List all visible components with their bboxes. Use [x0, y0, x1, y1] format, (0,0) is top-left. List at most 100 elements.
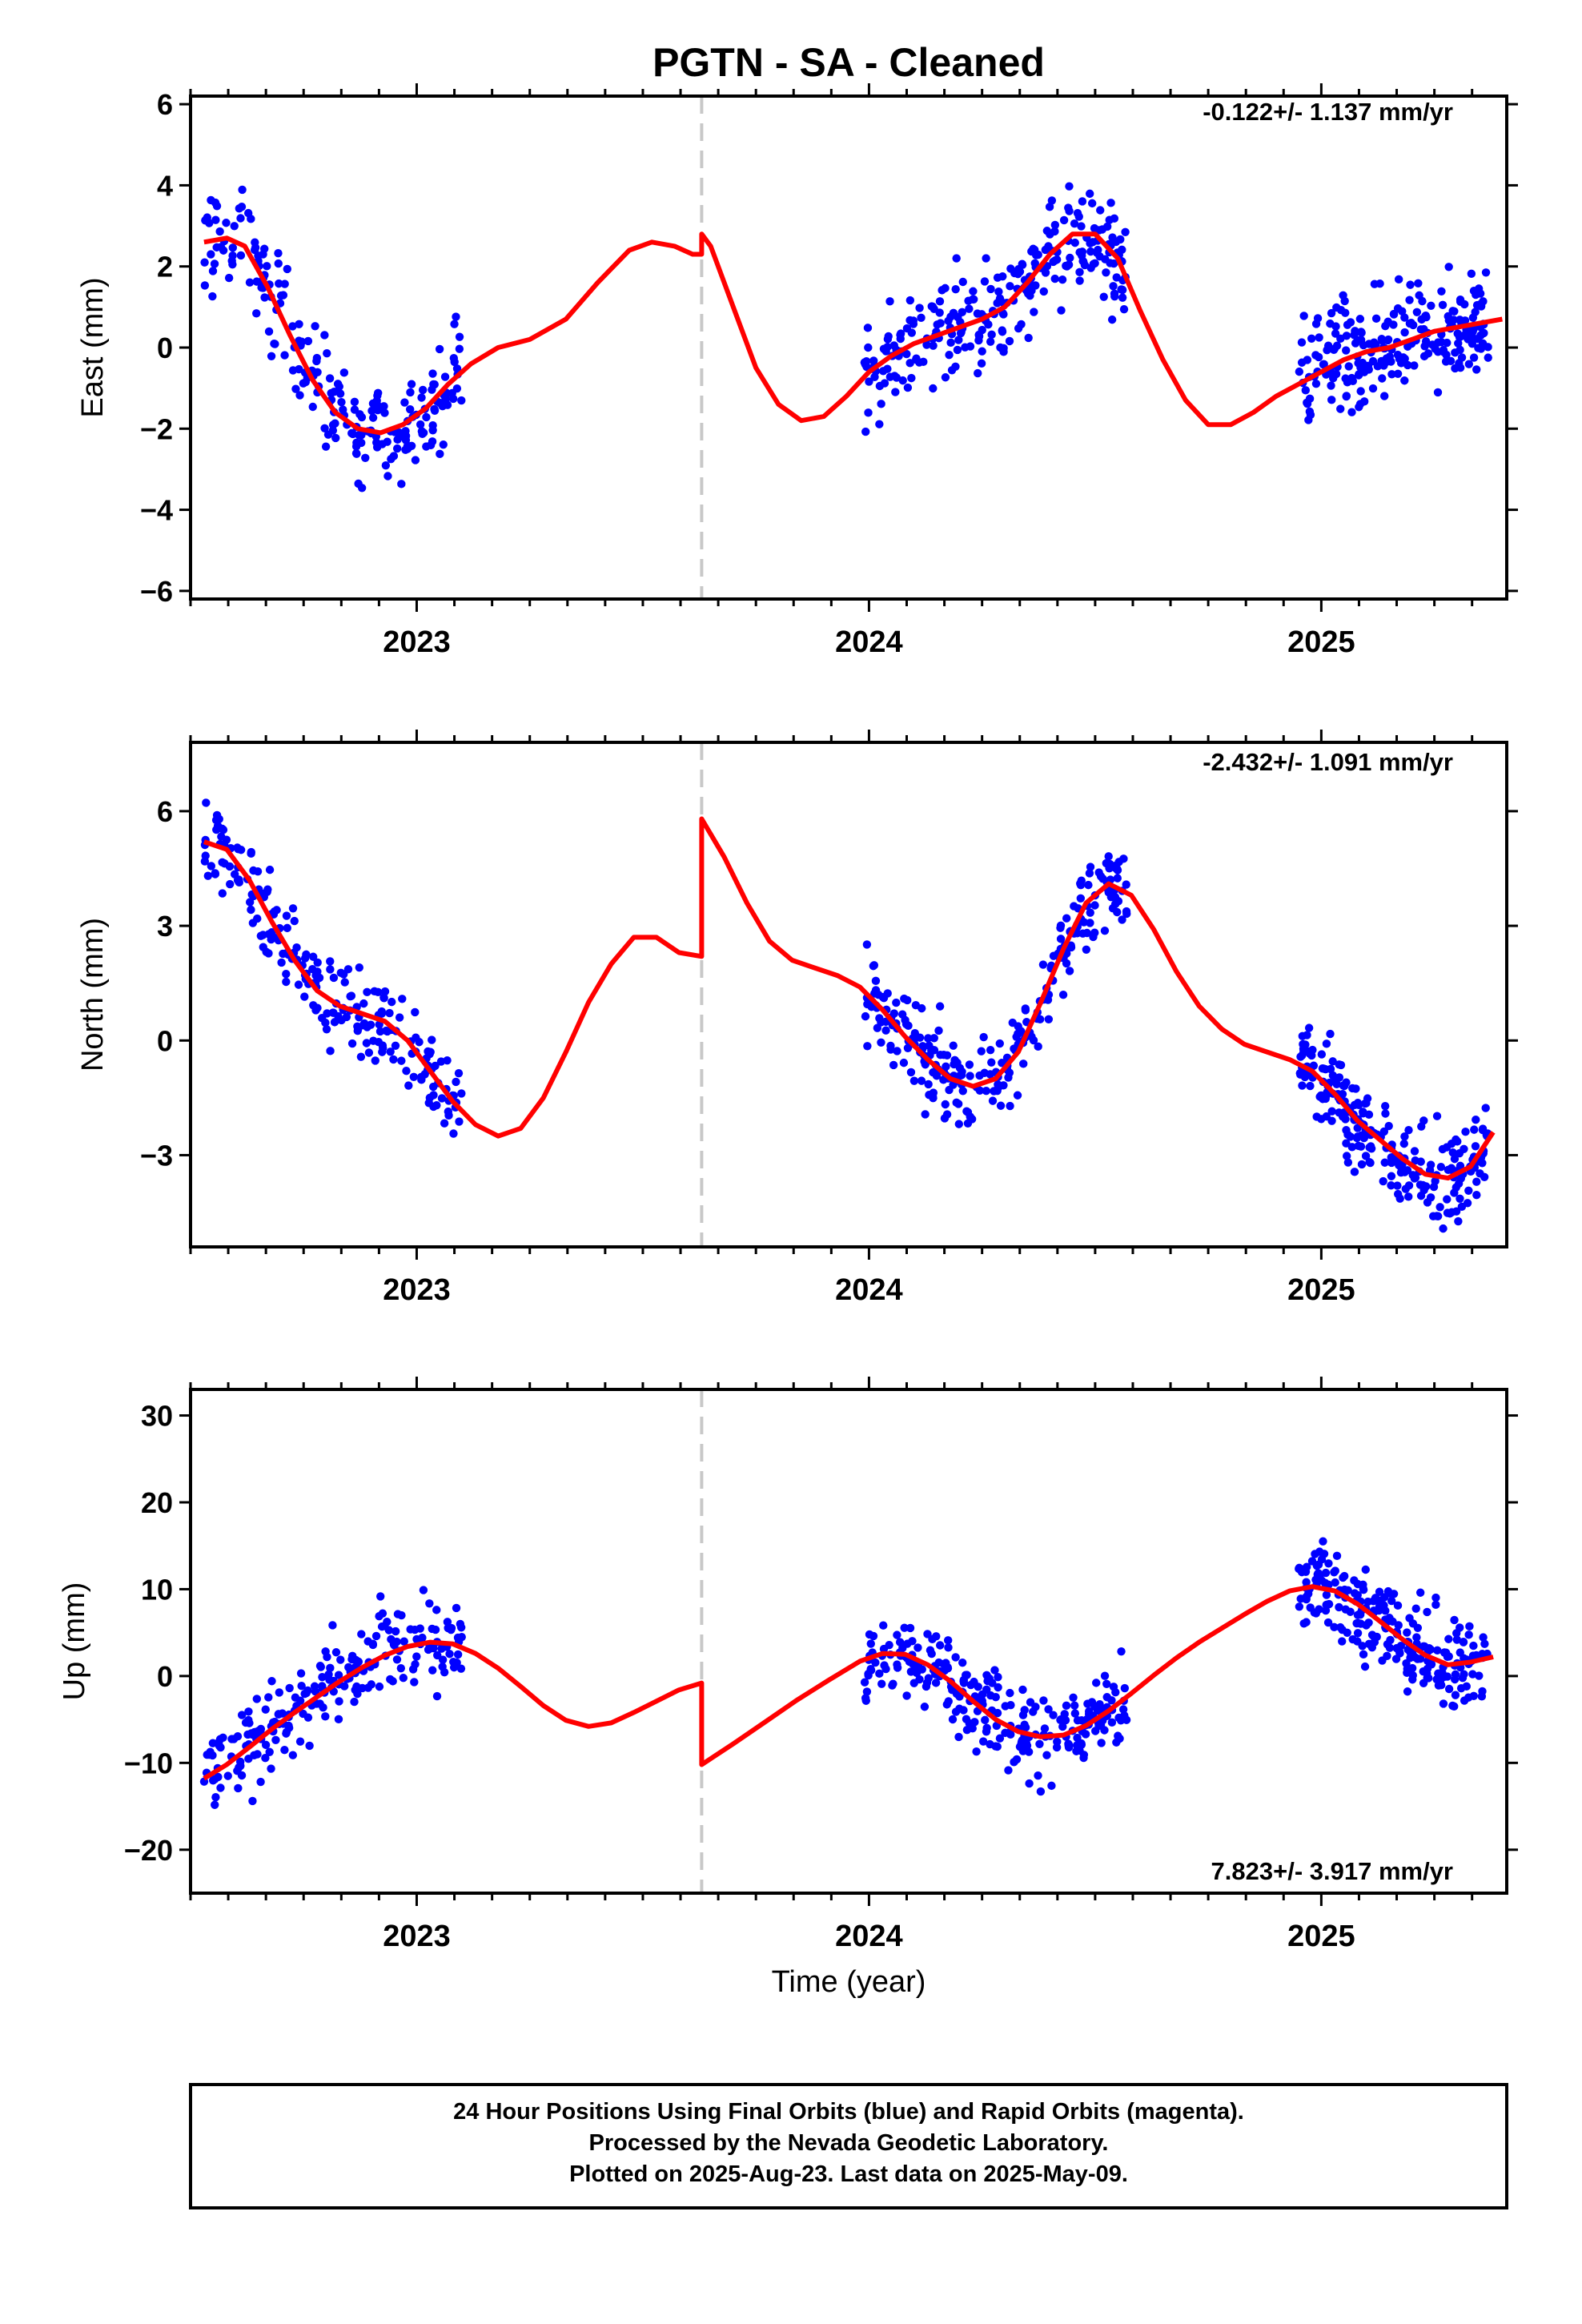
up-data-point	[1475, 1671, 1484, 1680]
east-data-point	[351, 448, 361, 458]
north-data-point	[437, 1094, 447, 1103]
east-data-point	[1327, 381, 1335, 390]
north-data-point	[1298, 1031, 1307, 1041]
east-data-point	[1464, 335, 1472, 344]
east-data-point	[954, 336, 963, 344]
east-data-point	[898, 376, 907, 385]
north-data-point	[925, 1090, 934, 1100]
east-data-point	[965, 304, 974, 313]
north-data-point	[1318, 1063, 1327, 1073]
up-data-point	[909, 1679, 918, 1687]
north-data-point	[1433, 1212, 1443, 1220]
east-data-point	[245, 278, 255, 287]
up-data-point	[1437, 1681, 1446, 1690]
up-axes-frame	[189, 1388, 1508, 1895]
east-data-point	[884, 332, 893, 341]
east-data-point	[1327, 396, 1336, 404]
up-data-point	[1335, 1602, 1343, 1612]
east-data-point	[416, 420, 425, 429]
east-data-point	[1070, 238, 1079, 247]
east-data-point	[428, 369, 437, 378]
east-data-point	[1398, 307, 1407, 316]
up-data-point	[862, 1687, 872, 1696]
up-data-point	[1302, 1618, 1311, 1626]
up-data-point	[375, 1592, 385, 1601]
east-data-point	[1118, 293, 1127, 302]
east-data-point	[1378, 374, 1387, 383]
east-ytick-label: −2	[140, 412, 173, 445]
north-data-point	[1470, 1125, 1479, 1134]
up-data-point	[331, 1648, 341, 1657]
up-data-point	[456, 1623, 466, 1632]
up-data-point	[1393, 1601, 1403, 1610]
east-data-point	[1078, 247, 1087, 256]
east-data-point	[1469, 324, 1478, 334]
north-data-point	[1387, 1172, 1396, 1180]
up-data-point	[1323, 1618, 1333, 1627]
east-data-point	[219, 246, 228, 255]
up-data-point	[893, 1660, 901, 1669]
east-data-point	[1469, 353, 1479, 362]
east-data-point	[1098, 225, 1107, 234]
north-data-point	[363, 987, 371, 997]
north-data-point	[1442, 1143, 1452, 1152]
up-data-point	[1024, 1747, 1034, 1756]
up-data-point	[871, 1658, 880, 1667]
north-data-point	[927, 1046, 936, 1055]
east-data-point	[946, 338, 955, 348]
north-data-point	[1327, 1116, 1336, 1125]
east-data-point	[280, 351, 289, 360]
east-data-point	[429, 380, 438, 389]
up-data-point	[392, 1655, 402, 1664]
up-data-point	[1084, 1710, 1094, 1719]
up-data-point	[1452, 1635, 1462, 1644]
up-data-point	[428, 1666, 437, 1675]
north-axes-frame	[189, 741, 1508, 1248]
east-data-point	[389, 452, 399, 460]
north-data-point	[1076, 894, 1086, 903]
up-ytick-label: 0	[157, 1660, 173, 1693]
north-data-point	[1432, 1112, 1442, 1120]
north-data-point	[877, 1038, 885, 1047]
north-data-point	[452, 1077, 460, 1087]
up-data-point	[438, 1663, 447, 1671]
east-data-point	[350, 397, 359, 407]
east-data-point	[1064, 260, 1074, 269]
north-data-point	[934, 1026, 943, 1035]
up-data-point	[247, 1729, 256, 1738]
east-data-point	[927, 302, 936, 311]
north-data-point	[861, 1011, 870, 1021]
north-data-point	[1357, 1160, 1367, 1169]
up-data-point	[215, 1741, 224, 1751]
east-data-point	[1030, 308, 1038, 316]
up-data-point	[1468, 1651, 1478, 1660]
up-data-point	[1451, 1670, 1460, 1679]
north-data-point	[1021, 1004, 1030, 1013]
up-data-point	[1111, 1687, 1120, 1697]
north-data-point	[965, 1060, 974, 1069]
up-data-point	[908, 1637, 917, 1646]
north-data-point	[1346, 1132, 1355, 1141]
up-data-point	[993, 1708, 1002, 1718]
up-data-point	[1058, 1722, 1067, 1731]
north-data-point	[215, 814, 223, 824]
up-data-point	[280, 1746, 289, 1755]
east-data-point	[419, 428, 428, 437]
east-data-point	[1340, 296, 1349, 306]
east-data-point	[1346, 318, 1355, 327]
east-data-point	[455, 344, 464, 353]
east-data-point	[1087, 199, 1097, 208]
up-data-point	[1403, 1687, 1412, 1696]
east-data-point	[958, 277, 967, 287]
footer-line-2: Processed by the Nevada Geodetic Laborat…	[589, 2130, 1109, 2156]
footer-line-3: Plotted on 2025-Aug-23. Last data on 202…	[569, 2161, 1128, 2187]
east-data-point	[1086, 263, 1095, 272]
up-data-point	[959, 1706, 968, 1715]
north-data-point	[1461, 1128, 1470, 1136]
east-data-point	[1480, 328, 1488, 338]
east-data-point	[996, 343, 1005, 352]
up-data-point	[970, 1718, 979, 1727]
north-data-point	[1450, 1188, 1459, 1197]
up-data-point	[1070, 1701, 1079, 1710]
east-data-point	[986, 284, 995, 294]
